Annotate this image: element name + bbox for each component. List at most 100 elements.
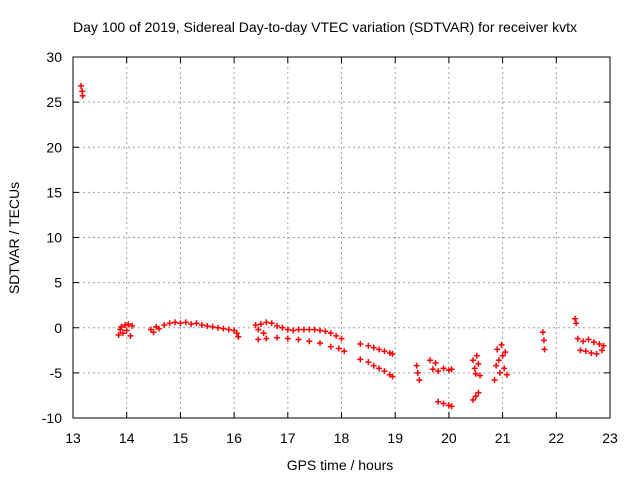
data-point — [268, 320, 275, 327]
data-point — [491, 377, 498, 384]
data-point — [150, 329, 157, 336]
data-point — [357, 340, 364, 347]
data-point — [585, 336, 592, 343]
data-point — [214, 324, 221, 331]
y-tick-label: 5 — [54, 275, 62, 291]
data-point — [381, 368, 388, 375]
data-point — [427, 357, 434, 364]
data-point — [582, 348, 589, 355]
data-point — [188, 321, 195, 328]
y-tick-label: 15 — [46, 184, 62, 200]
data-point — [413, 362, 420, 369]
data-point — [198, 322, 205, 329]
data-point — [539, 329, 546, 336]
data-point — [475, 360, 482, 367]
data-point — [255, 336, 262, 343]
data-point — [471, 365, 478, 372]
data-point — [440, 400, 447, 407]
data-point — [477, 372, 484, 379]
data-point — [220, 325, 227, 332]
data-point — [327, 343, 334, 350]
data-point — [235, 333, 242, 340]
data-point — [341, 348, 348, 355]
data-point — [376, 346, 383, 353]
data-point — [502, 349, 509, 356]
data-point — [295, 336, 302, 343]
data-point — [204, 322, 211, 329]
data-point — [118, 323, 125, 330]
data-point — [306, 338, 313, 345]
x-tick-label: 14 — [119, 430, 135, 446]
x-tick-label: 19 — [387, 430, 403, 446]
data-point — [125, 321, 132, 328]
data-point — [494, 346, 501, 353]
data-point — [122, 322, 129, 329]
data-point — [472, 393, 479, 400]
data-point — [225, 326, 232, 333]
data-point — [590, 339, 597, 346]
data-point — [498, 341, 505, 348]
x-tick-label: 18 — [334, 430, 350, 446]
data-point — [327, 330, 334, 337]
data-point — [435, 398, 442, 405]
data-point — [577, 347, 584, 354]
x-tick-label: 23 — [602, 430, 618, 446]
data-point — [475, 389, 482, 396]
data-point — [370, 344, 377, 351]
x-tick-label: 15 — [173, 430, 189, 446]
data-point — [79, 92, 86, 99]
data-point — [432, 359, 439, 366]
data-point — [300, 326, 307, 333]
data-point — [416, 377, 423, 384]
data-point — [129, 322, 136, 329]
data-point — [357, 356, 364, 363]
data-point — [503, 371, 510, 378]
data-point — [496, 369, 503, 376]
data-point — [209, 323, 216, 330]
x-axis-label: GPS time / hours — [287, 457, 394, 473]
data-point — [274, 322, 281, 329]
data-point — [78, 82, 85, 89]
data-point — [295, 326, 302, 333]
data-point — [501, 365, 508, 372]
y-axis-label: SDTVAR / TECUs — [6, 182, 22, 294]
y-tick-label: 10 — [46, 230, 62, 246]
data-point — [115, 331, 122, 338]
data-point — [470, 357, 477, 364]
data-point — [166, 320, 173, 327]
data-point — [284, 335, 291, 342]
data-point — [263, 319, 270, 326]
data-point — [306, 326, 313, 333]
data-point — [493, 362, 500, 369]
data-point — [252, 322, 259, 329]
data-point — [580, 338, 587, 345]
data-point — [233, 330, 240, 337]
data-point — [473, 352, 480, 359]
data-point — [470, 396, 477, 403]
data-point — [260, 330, 267, 337]
data-point — [279, 324, 286, 331]
data-point — [182, 319, 189, 326]
data-point — [574, 335, 581, 342]
data-point — [119, 330, 126, 337]
data-point — [335, 345, 342, 352]
data-point — [322, 328, 329, 335]
data-point — [161, 322, 168, 329]
y-tick-label: 0 — [54, 320, 62, 336]
data-point — [448, 366, 455, 373]
y-tick-label: -10 — [42, 410, 62, 426]
data-point — [588, 350, 595, 357]
chart-title: Day 100 of 2019, Sidereal Day-to-day VTE… — [73, 19, 577, 35]
data-point — [257, 321, 264, 328]
data-point — [414, 369, 421, 376]
data-point — [365, 359, 372, 366]
data-point — [317, 340, 324, 347]
y-tick-label: 30 — [46, 49, 62, 65]
data-point — [274, 334, 281, 341]
data-point — [540, 337, 547, 344]
x-tick-label: 22 — [549, 430, 565, 446]
data-point — [290, 327, 297, 334]
data-point — [429, 366, 436, 373]
data-point — [317, 327, 324, 334]
x-tick-label: 17 — [280, 430, 296, 446]
